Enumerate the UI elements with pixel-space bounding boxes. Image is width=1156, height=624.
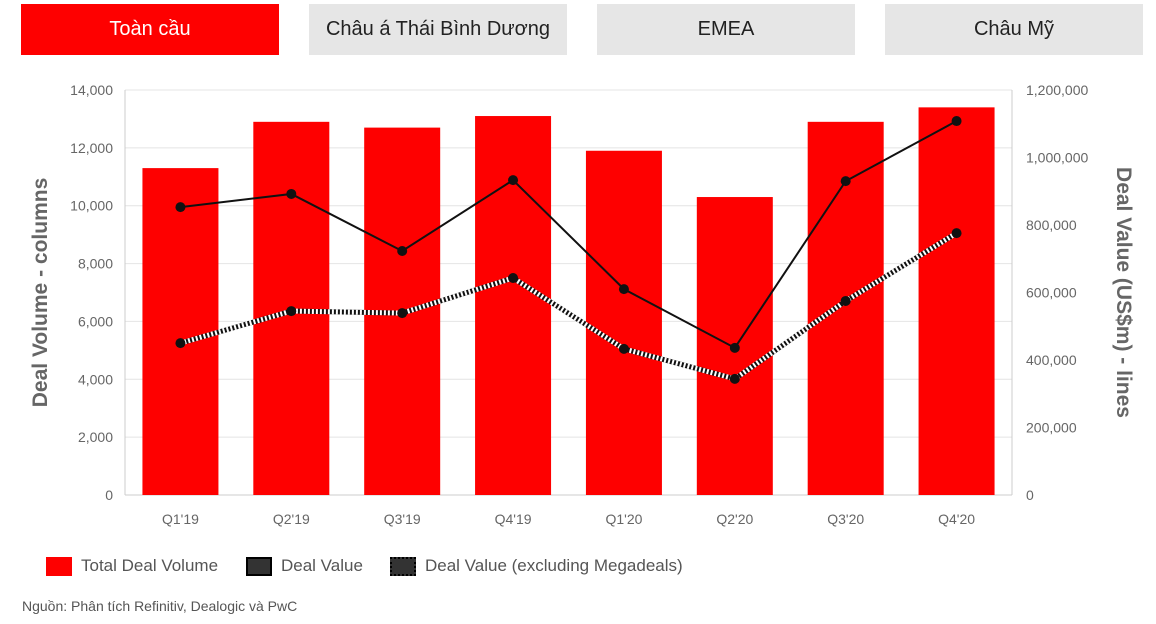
- point-deal-value: [951, 116, 962, 127]
- bar-total-deal-volume: [585, 150, 662, 495]
- legend-deal-value-excl[interactable]: Deal Value (excluding Megadeals): [390, 556, 683, 576]
- tab-americas[interactable]: Châu Mỹ: [885, 4, 1143, 55]
- x-tick-label: Q1'19: [162, 511, 199, 527]
- y2-tick-label: 0: [1026, 487, 1034, 503]
- y2-tick-label: 1,200,000: [1026, 82, 1088, 98]
- x-tick-label: Q2'20: [716, 511, 753, 527]
- y-tick-label: 4,000: [78, 371, 113, 387]
- legend-label: Deal Value: [281, 556, 363, 575]
- point-deal-value: [840, 176, 851, 187]
- point-deal-value-excl: [286, 306, 297, 317]
- bar-total-deal-volume: [142, 168, 219, 495]
- x-tick-label: Q4'19: [495, 511, 532, 527]
- source-note: Nguồn: Phân tích Refinitiv, Dealogic và …: [22, 598, 298, 614]
- point-deal-value: [729, 342, 740, 353]
- point-deal-value: [175, 202, 186, 213]
- legend-deal-value[interactable]: Deal Value: [246, 556, 363, 576]
- y-tick-label: 14,000: [70, 82, 113, 98]
- line-dots-overlay: [179, 230, 958, 382]
- y2-tick-label: 400,000: [1026, 352, 1077, 368]
- x-tick-label: Q2'19: [273, 511, 310, 527]
- legend-label: Total Deal Volume: [81, 556, 219, 575]
- legend-swatch: [46, 556, 72, 576]
- y-tick-label: 0: [105, 487, 113, 503]
- y2-axis-title: Deal Value (US$m) - lines: [1112, 167, 1135, 418]
- y-tick-label: 8,000: [78, 256, 113, 272]
- point-deal-value: [618, 284, 629, 295]
- x-tick-label: Q4'20: [938, 511, 975, 527]
- x-tick-label: Q3'20: [827, 511, 864, 527]
- tab-asia-pacific[interactable]: Châu á Thái Bình Dương: [309, 4, 567, 55]
- y2-tick-label: 200,000: [1026, 420, 1077, 436]
- y-axis-title: Deal Volume - columns: [29, 178, 52, 408]
- point-deal-value-excl: [618, 343, 629, 354]
- point-deal-value-excl: [951, 228, 962, 239]
- bar-total-deal-volume: [918, 107, 995, 495]
- point-deal-value-excl: [729, 373, 740, 384]
- y2-tick-label: 1,000,000: [1026, 150, 1088, 166]
- point-deal-value: [508, 175, 519, 186]
- tab-global[interactable]: Toàn cầu: [21, 4, 279, 55]
- legend-swatch: [390, 556, 416, 576]
- point-deal-value: [286, 188, 297, 199]
- point-deal-value-excl: [840, 295, 851, 306]
- bar-total-deal-volume: [475, 116, 552, 496]
- y-tick-label: 12,000: [70, 140, 113, 156]
- x-tick-label: Q1'20: [605, 511, 642, 527]
- line-deal-value: [180, 120, 958, 350]
- point-deal-value: [397, 245, 408, 256]
- x-tick-label: Q3'19: [384, 511, 421, 527]
- point-deal-value-excl: [397, 308, 408, 319]
- chart: 0 2,000 4,000 6,000 8,000 10,000 12,000 14,000 0…: [29, 82, 1135, 527]
- legend-total-deal-volume[interactable]: Total Deal Volume: [46, 556, 218, 576]
- y2-tick-label: 600,000: [1026, 285, 1077, 301]
- tab-emea[interactable]: EMEA: [597, 4, 855, 55]
- y-tick-label: 2,000: [78, 429, 113, 445]
- point-deal-value-excl: [508, 272, 519, 283]
- legend-swatch: [246, 556, 272, 576]
- point-deal-value-excl: [175, 338, 186, 349]
- y2-tick-label: 800,000: [1026, 217, 1077, 233]
- legend-label: Deal Value (excluding Megadeals): [425, 556, 683, 575]
- y-tick-label: 10,000: [70, 198, 113, 214]
- y-tick-label: 6,000: [78, 313, 113, 329]
